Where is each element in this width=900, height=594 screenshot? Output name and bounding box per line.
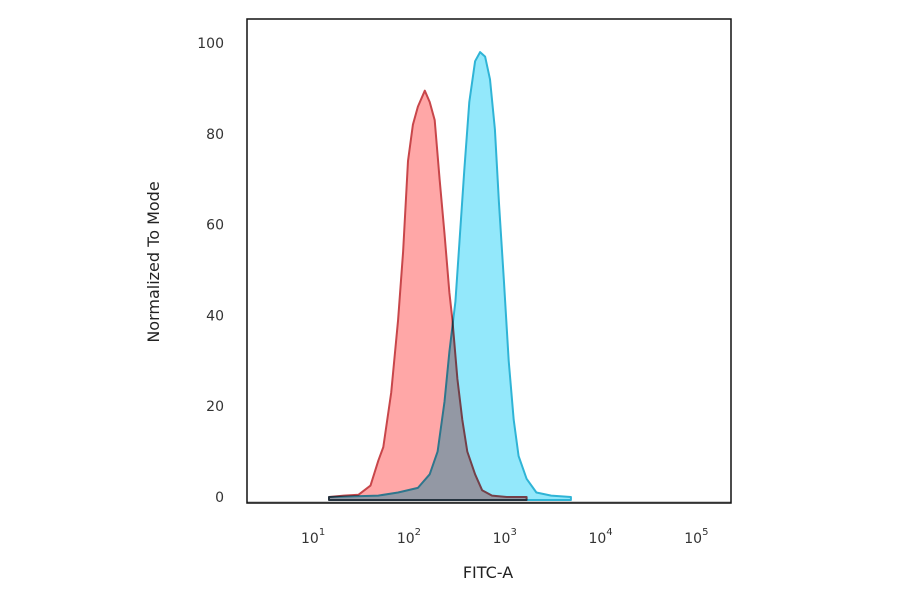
x-tick-exponent: 1 (319, 527, 325, 538)
x-tick-label: 101 (301, 527, 325, 547)
x-tick-label: 102 (397, 527, 421, 547)
y-tick-label: 20 (206, 399, 224, 415)
x-tick-base: 10 (493, 531, 511, 547)
plot-frame (246, 18, 732, 504)
y-tick-label: 100 (197, 36, 224, 52)
histogram-series-1 (328, 51, 572, 501)
x-tick-label: 104 (588, 527, 612, 547)
y-tick-label: 60 (206, 218, 224, 234)
y-tick-label: 80 (206, 127, 224, 143)
x-tick-label: 103 (493, 527, 517, 547)
x-tick-base: 10 (301, 531, 319, 547)
x-tick-labels: 101 102 103 104 105 (301, 527, 708, 547)
x-tick-label: 105 (684, 527, 708, 547)
x-tick-exponent: 4 (606, 527, 612, 538)
y-axis-label: Normalized To Mode (144, 181, 163, 342)
x-axis-label: FITC-A (463, 563, 513, 582)
x-tick-base: 10 (684, 531, 702, 547)
x-tick-base: 10 (588, 531, 606, 547)
series-layer (247, 51, 731, 503)
x-tick-base: 10 (397, 531, 415, 547)
x-tick-exponent: 2 (415, 527, 421, 538)
x-tick-exponent: 5 (702, 527, 708, 538)
y-tick-label: 0 (215, 490, 224, 506)
y-tick-label: 40 (206, 308, 224, 324)
x-tick-exponent: 3 (510, 527, 516, 538)
y-tick-labels: 0 20 40 60 80 100 (197, 36, 224, 506)
